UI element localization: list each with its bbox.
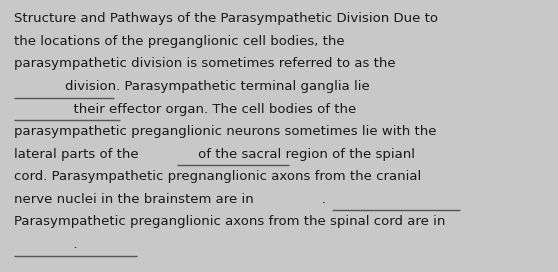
Text: cord. Parasympathetic pregnanglionic axons from the cranial: cord. Parasympathetic pregnanglionic axo… <box>14 170 421 183</box>
Text: their effector organ. The cell bodies of the: their effector organ. The cell bodies of… <box>14 103 356 116</box>
Text: nerve nuclei in the brainstem are in                .: nerve nuclei in the brainstem are in . <box>14 193 326 206</box>
Text: division. Parasympathetic terminal ganglia lie: division. Parasympathetic terminal gangl… <box>14 80 370 93</box>
Text: parasympathetic preganglionic neurons sometimes lie with the: parasympathetic preganglionic neurons so… <box>14 125 436 138</box>
Text: .: . <box>14 238 78 251</box>
Text: Parasympathetic preganglionic axons from the spinal cord are in: Parasympathetic preganglionic axons from… <box>14 215 445 228</box>
Text: the locations of the preganglionic cell bodies, the: the locations of the preganglionic cell … <box>14 35 345 48</box>
Text: Structure and Pathways of the Parasympathetic Division Due to: Structure and Pathways of the Parasympat… <box>14 12 438 25</box>
Text: lateral parts of the              of the sacral region of the spianl: lateral parts of the of the sacral regio… <box>14 148 415 161</box>
Text: parasympathetic division is sometimes referred to as the: parasympathetic division is sometimes re… <box>14 57 396 70</box>
